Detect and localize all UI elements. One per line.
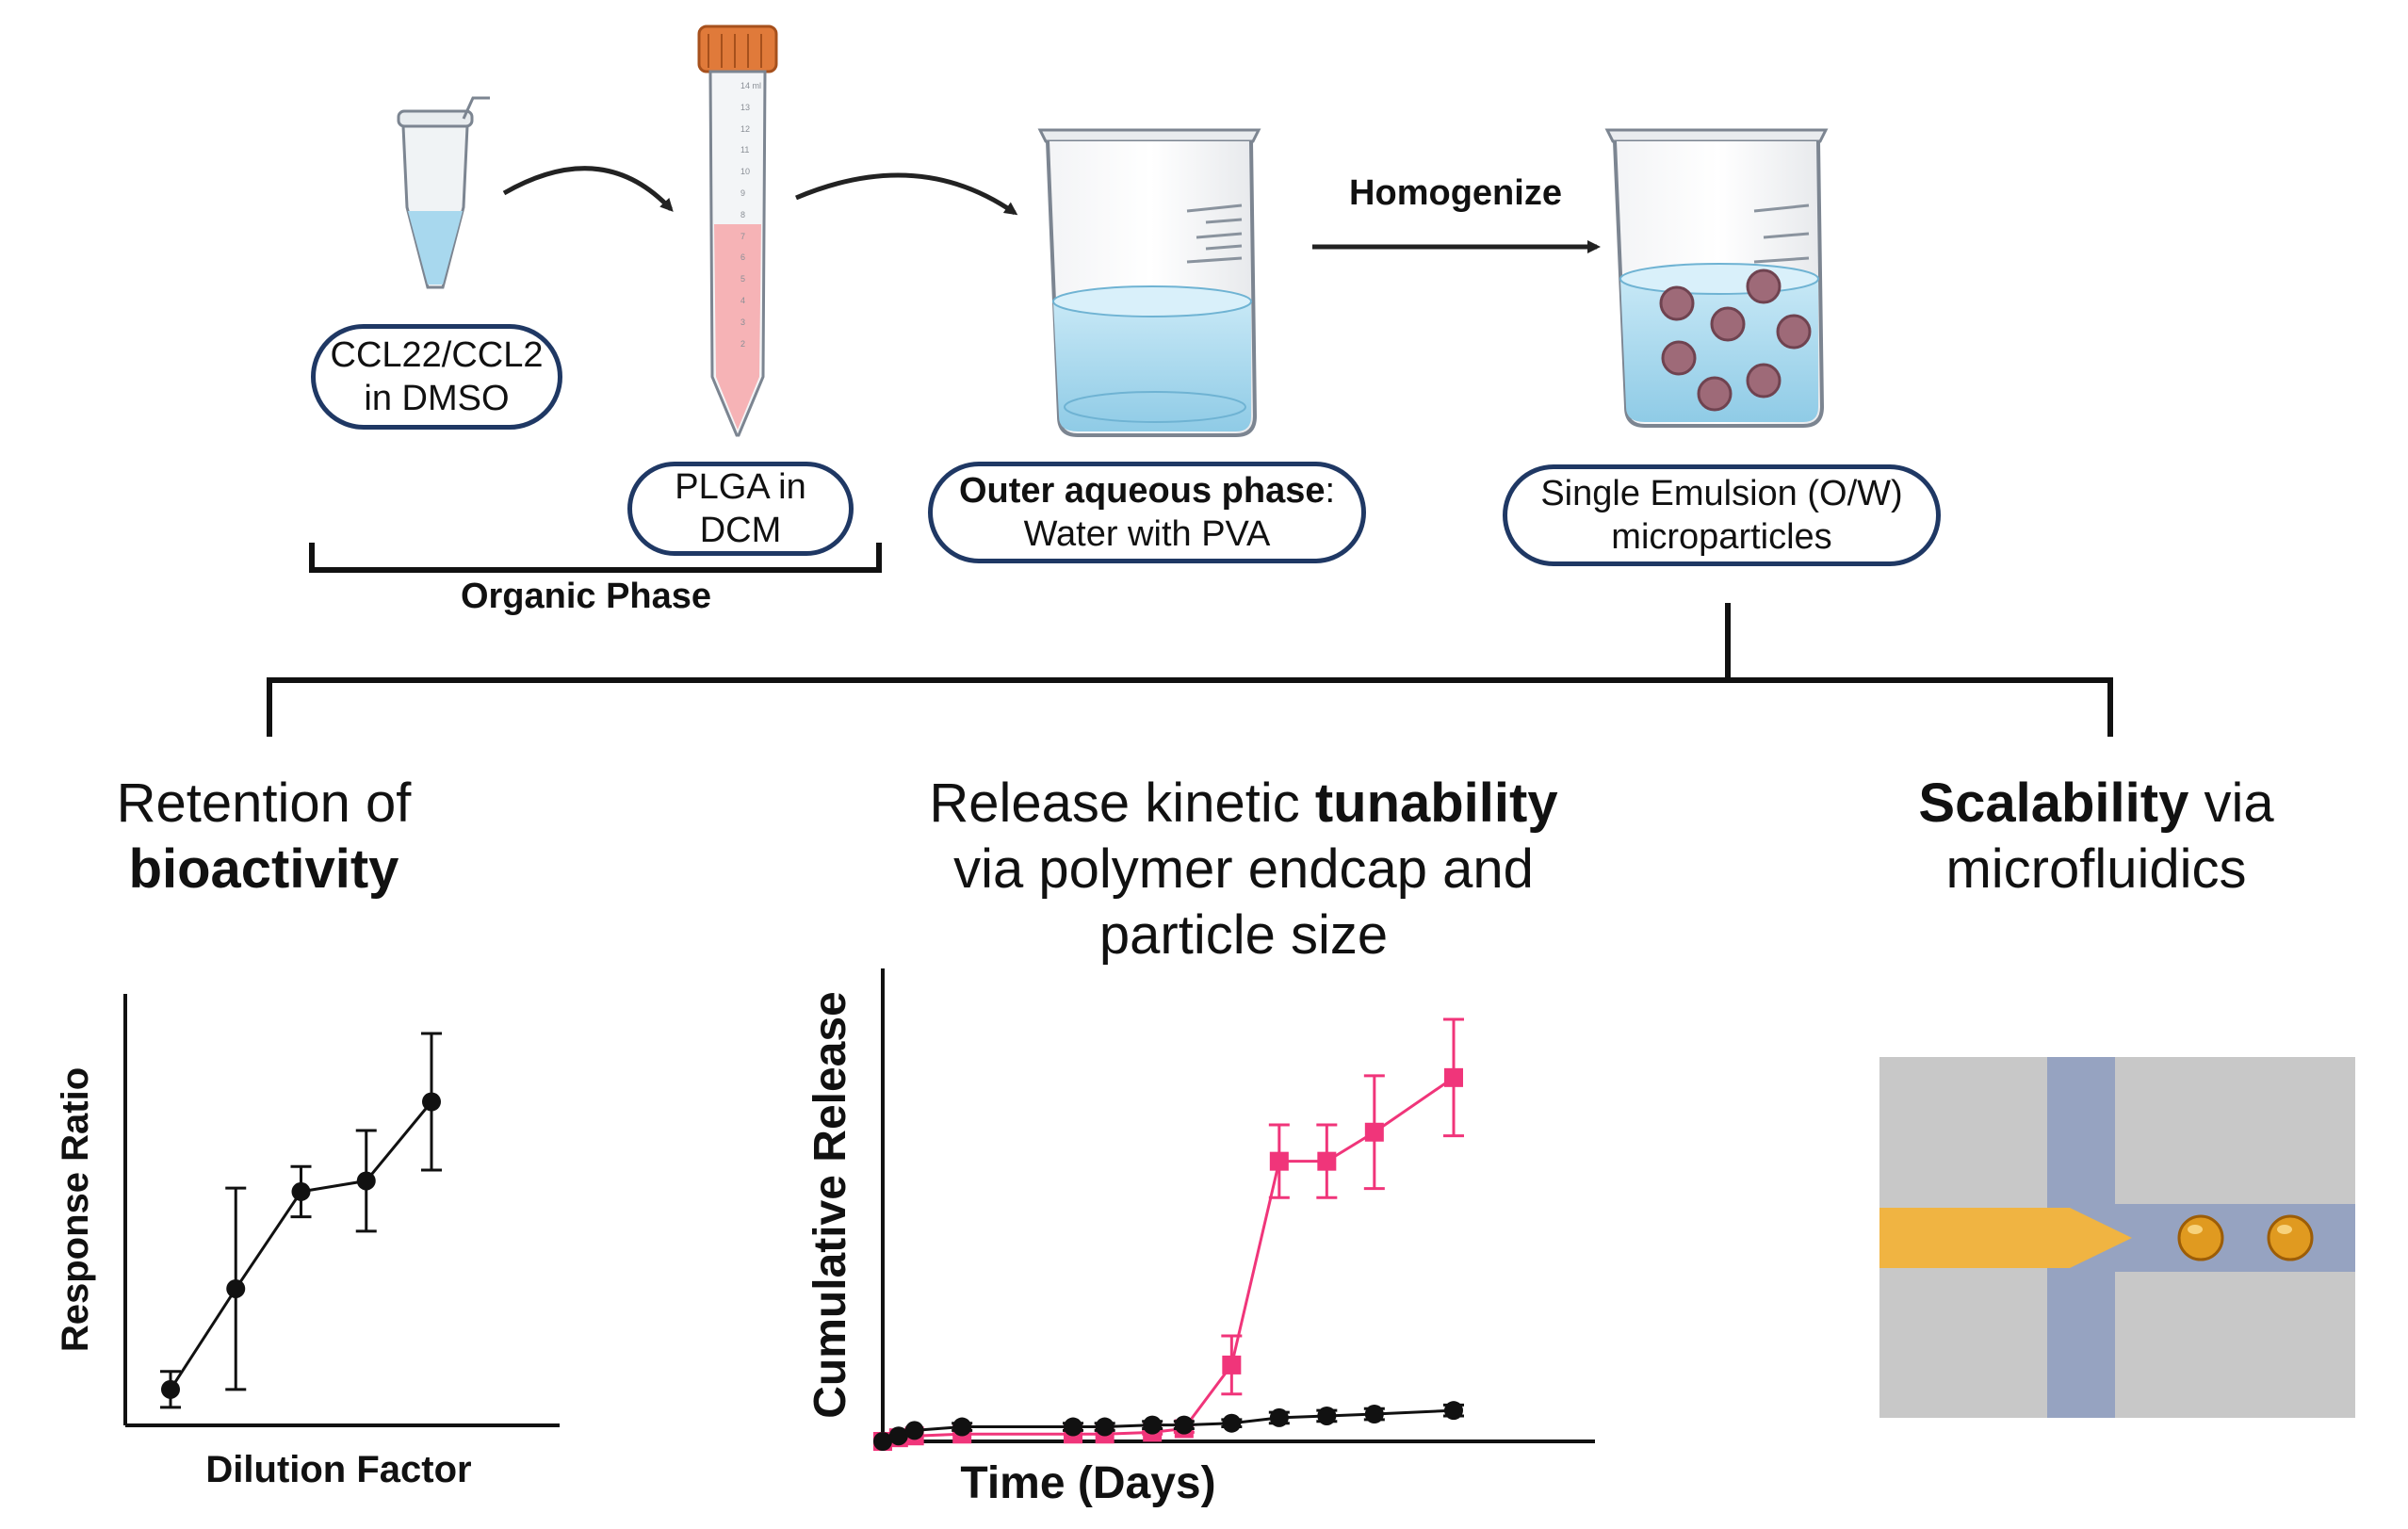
scalability-line2: microfluidics [1945,838,2247,900]
microcentrifuge-tube-icon [397,96,490,289]
droplet-icon [2177,1214,2224,1261]
scalability-heading: Scalability via microfluidics [1870,771,2322,903]
emulsion-label: Single Emulsion (O/W) microparticles [1503,464,1941,566]
microfluidic-chip [1879,1057,2355,1418]
organic-phase-bracket [309,543,882,573]
outer-phase-bold: Outer aqueous phase [958,471,1326,511]
tube-scale-label: 13 [740,102,751,112]
scalability-bold: Scalability [1918,773,2189,834]
tube-scale-label: 6 [740,252,746,263]
tube-scale-label: 12 [740,123,751,134]
arrow-tube-to-conical [502,166,674,212]
release-line3: particle size [1098,904,1389,966]
tube-scale-label: 11 [740,145,750,155]
tube-scale-label: 5 [740,274,746,285]
emulsion-line2: microparticles [1611,517,1832,557]
tube-scale-label: 10 [740,167,751,177]
homogenize-label: Homogenize [1349,173,1562,213]
outer-phase-line2: Water with PVA [1023,514,1271,554]
beaker-microparticles-icon [1604,128,1829,428]
arrow-conical-to-beaker [795,172,1018,216]
tube-scale-label: 4 [740,296,746,305]
tube-scale-label: 2 [740,338,746,349]
ccl-dmso-line1: CCL22/CCL2 [330,335,544,375]
outcome-connector [267,603,2113,737]
tube-scale-label: 8 [740,209,746,220]
outer-phase-colon: : [1325,471,1336,511]
ccl-dmso-line2: in DMSO [364,379,510,418]
conical-tube-icon [697,24,778,437]
ccl-dmso-label: CCL22/CCL2 in DMSO [311,324,562,430]
scalability-post: via [2188,773,2274,834]
tube-scale-label: 3 [740,317,746,327]
outer-phase-label: Outer aqueous phase: Water with PVA [928,462,1366,563]
tube-scale-label: 7 [740,231,746,241]
tube-scale-label: 9 [740,188,746,198]
release-heading: Release kinetic tunability via polymer en… [829,771,1658,968]
plga-dcm-label: PLGA in DCM [627,462,854,556]
plga-line1: PLGA in [675,467,806,507]
bioactivity-bold: bioactivity [128,838,399,900]
plga-line2: DCM [699,511,782,550]
tube-scale-label: 14 ml [740,81,762,90]
bioactivity-line1: Retention of [116,773,412,834]
release-line2: via polymer endcap and [953,838,1534,900]
release-bold: tunability [1314,773,1558,834]
release-pre: Release kinetic [929,773,1315,834]
beaker-water-icon [1037,128,1261,437]
emulsion-line1: Single Emulsion (O/W) [1540,474,1903,513]
bioactivity-heading: Retention of bioactivity [57,771,471,903]
droplet-icon [2267,1214,2314,1261]
organic-phase-label: Organic Phase [460,577,712,616]
